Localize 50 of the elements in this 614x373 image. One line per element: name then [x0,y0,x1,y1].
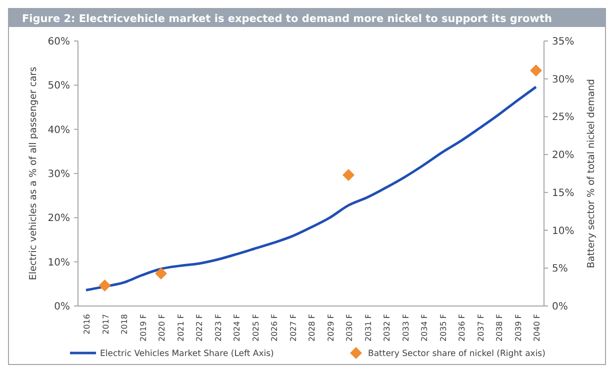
x-tick-label: 2017 [101,314,110,334]
y-tick-label: 50% [48,80,70,92]
y-tick-label: 60% [48,36,70,48]
point [155,267,167,280]
y2-tick-label: 25% [552,112,574,124]
x-tick-label: 2023 F [214,314,223,342]
y2-tick-label: 35% [552,36,574,48]
y2-tick-label: 20% [552,150,574,162]
y-tick-label: 30% [48,169,70,180]
x-tick-label: 2019 F [138,314,148,342]
legend-label: Battery Sector share of nickel (Right axis) [368,349,546,359]
x-tick-label: 2037 F [476,314,486,342]
x-tick-label: 2021 F [176,314,186,342]
x-tick-label: 2034 F [420,314,429,342]
x-tick-label: 2024 F [232,314,242,342]
y2-tick-label: 15% [552,188,574,199]
y-tick-label: 0% [54,302,70,312]
x-tick-label: 2039 F [514,314,523,342]
x-tick-label: 2032 F [382,314,392,342]
line-series [84,86,538,292]
point [530,64,542,77]
x-tick-label: 2026 F [270,314,279,342]
x-tick-label: 2040 F [532,314,542,342]
x-tick-label: 2035 F [438,314,448,342]
y-tick-label: 20% [48,213,70,224]
x-tick-label: 2027 F [288,314,298,342]
x-tick-label: 2031 F [364,314,373,342]
y-tick-label: 40% [48,124,70,136]
y2-axis-title: Battery sector % of total nickel demand [586,78,597,268]
point [342,169,354,182]
y-axis-title: Electric vehicles as a % of all passenger cars [28,66,39,280]
x-tick-label: 2022 F [195,314,204,342]
chart-title: Figure 2: Electricvehicle market is expected to demand more nickel to support its growth [22,13,552,25]
y2-tick-label: 30% [552,74,574,86]
y2-tick-label: 5% [552,264,568,275]
y2-tick-label: 0% [552,302,568,312]
point [98,280,111,292]
x-tick-label: 2025 F [251,314,260,342]
x-tick-label: 2030 F [345,314,354,342]
y2-tick-label: 10% [552,226,574,237]
x-tick-label: 2016 [82,314,92,334]
y-tick-label: 10% [48,257,70,268]
legend-label: Electric Vehicles Market Share (Left Axis) [100,349,274,359]
x-tick-label: 2036 F [458,314,466,342]
x-tick-label: 2018 [120,314,129,334]
x-tick-label: 2028 F [308,314,316,342]
x-tick-label: 2033 F [401,314,410,342]
x-tick-label: 2020 F [158,314,166,342]
x-tick-label: 2029 F [326,314,336,342]
x-tick-label: 2038 F [495,314,504,342]
